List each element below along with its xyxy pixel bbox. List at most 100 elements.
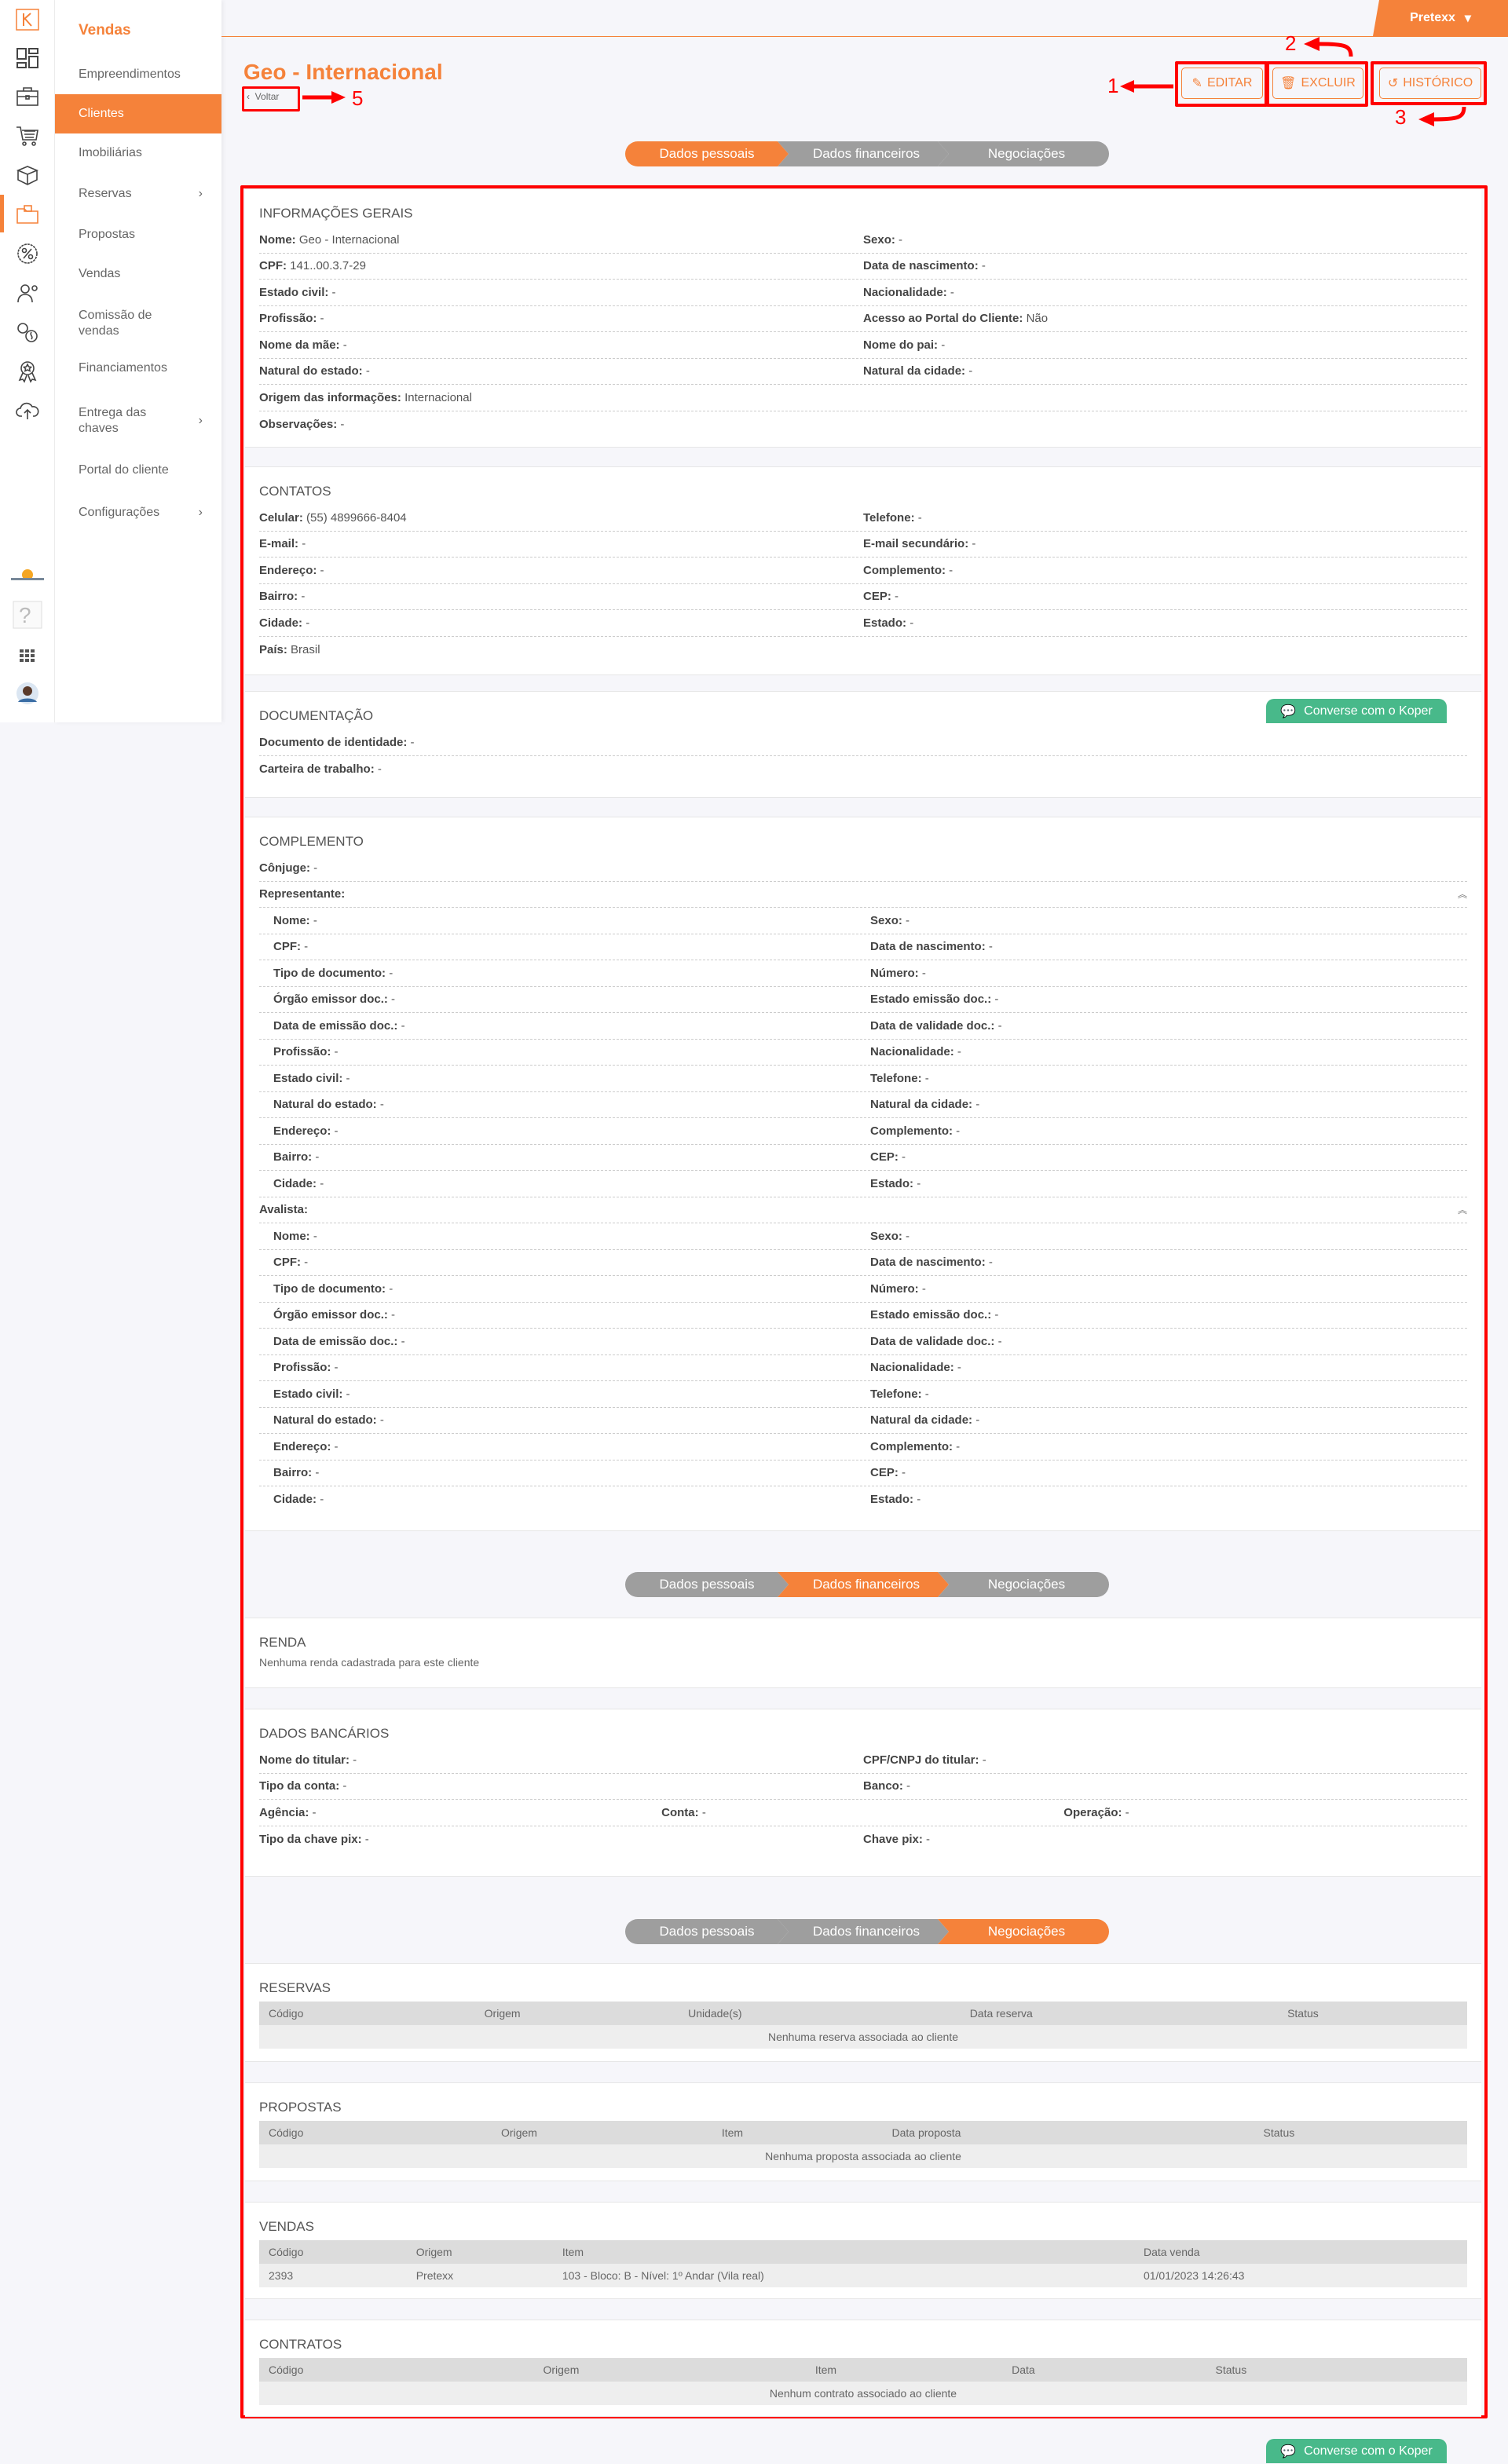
sidebar-item[interactable]: Portal do cliente <box>55 462 221 479</box>
field-value: Não <box>1026 312 1049 326</box>
history-icon: ↺ <box>1387 77 1399 90</box>
field: Observações: - <box>259 418 863 431</box>
delete-button[interactable]: 🗑 EXCLUIR <box>1272 68 1363 99</box>
history-label: HISTÓRICO <box>1403 76 1473 90</box>
sidebar-item[interactable]: Vendas <box>55 265 221 283</box>
sidebar-item[interactable]: Imobiliárias <box>55 144 221 162</box>
apps-grid-icon[interactable] <box>13 641 42 671</box>
field: Banco: - <box>863 1779 1467 1793</box>
field-value: - <box>956 1439 961 1453</box>
field-value: - <box>379 1098 384 1112</box>
field-row: CPF: 141..00.3.7-29 Data de nascimento: - <box>259 254 1467 280</box>
sidebar-item[interactable]: Clientes <box>55 94 221 133</box>
field-value: - <box>982 1753 986 1767</box>
field-label: Origem das informações: <box>259 390 401 404</box>
help-icon[interactable]: ? <box>13 600 42 630</box>
field-label: Nome: <box>259 232 296 247</box>
sidebar-item[interactable]: Entrega das chaves › <box>55 402 221 440</box>
engineer-icon[interactable] <box>13 278 42 308</box>
field-label: CEP: <box>870 1466 899 1480</box>
tab-personal[interactable]: Dados pessoais <box>625 1919 789 1944</box>
chevron-double-up-icon[interactable]: ︽ <box>1457 1205 1467 1216</box>
field-value: - <box>320 1493 324 1507</box>
boxes-icon[interactable] <box>13 160 42 190</box>
tab-negotiations[interactable]: Negociações <box>938 141 1109 166</box>
field: Estado civil: - <box>273 1387 870 1401</box>
field-row: Profissão: - Acesso ao Portal do Cliente:… <box>259 306 1467 332</box>
cart-icon[interactable] <box>13 121 42 151</box>
user-avatar[interactable] <box>13 678 42 708</box>
tab-financial[interactable]: Dados financeiros <box>778 1919 949 1944</box>
briefcase-icon[interactable] <box>13 82 42 112</box>
tab-personal[interactable]: Dados pessoais <box>625 1572 789 1597</box>
sidebar-item[interactable]: Propostas <box>55 226 221 243</box>
dashboard-icon[interactable] <box>13 44 42 74</box>
section-title: CONTATOS <box>259 484 331 499</box>
sidebar-item[interactable]: Comissão de vendas <box>55 305 221 342</box>
tab-financial[interactable]: Dados financeiros <box>778 1572 949 1597</box>
column-header: Item <box>562 2246 584 2258</box>
sidebar-item[interactable]: Empreendimentos <box>55 66 221 83</box>
table-row[interactable]: 2393 Pretexx 103 - Bloco: B - Nível: 1º An… <box>259 2264 1467 2287</box>
folder-money-icon[interactable] <box>13 199 42 229</box>
edit-button[interactable]: ✎ EDITAR <box>1181 68 1263 99</box>
sidebar-item-label: Portal do cliente <box>79 463 169 477</box>
field-row: Tipo da conta: - Banco: - <box>259 1774 1467 1800</box>
field: Tipo da chave pix: - <box>259 1833 863 1846</box>
cloud-upload-icon[interactable] <box>13 396 42 426</box>
field: Nome: Geo - Internacional <box>259 233 863 247</box>
chat-koper-button[interactable]: 💬 Converse com o Koper <box>1266 699 1447 723</box>
field-value: - <box>921 966 926 980</box>
field-row: CPF: - Data de nascimento: - <box>259 1250 1467 1276</box>
tab-negotiations[interactable]: Negociações <box>938 1919 1109 1944</box>
sidebar-item[interactable]: Configurações › <box>55 504 221 521</box>
field-row: Natural do estado: - Natural da cidade: - <box>259 1092 1467 1118</box>
field: Natural do estado: - <box>273 1098 870 1111</box>
field-label: Cidade: <box>273 1176 317 1190</box>
section-title: DOCUMENTAÇÃO <box>259 708 374 723</box>
field-value: - <box>379 1413 384 1428</box>
field-label: Natural do estado: <box>273 1413 377 1428</box>
field-value: - <box>320 563 324 577</box>
percent-icon[interactable] <box>13 239 42 269</box>
field-label: Nome do pai: <box>863 338 939 352</box>
tab-negotiations[interactable]: Negociações <box>938 1572 1109 1597</box>
field-row: Natural do estado: - Natural da cidade: - <box>259 359 1467 385</box>
field-row: Tipo da chave pix: - Chave pix: - <box>259 1826 1467 1853</box>
field: Data de emissão doc.: - <box>273 1019 870 1033</box>
field: Profissão: - <box>273 1045 870 1058</box>
chevron-double-up-icon[interactable]: ︽ <box>1457 889 1467 901</box>
tab-personal[interactable]: Dados pessoais <box>625 141 789 166</box>
back-link[interactable]: ‹ Voltar <box>247 91 279 102</box>
history-button[interactable]: ↺ HISTÓRICO <box>1379 68 1481 99</box>
sidebar-item-label: Empreendimentos <box>79 68 181 81</box>
section-title: VENDAS <box>259 2219 314 2234</box>
group-label: Representante: <box>259 887 346 901</box>
empty-message: Nenhuma reserva associada ao cliente <box>259 2025 1467 2049</box>
data-table: Código Origem Item Data venda 2393 Pretexx 103… <box>259 2240 1467 2287</box>
field-value: - <box>957 1045 961 1059</box>
award-icon[interactable] <box>13 356 42 386</box>
column-header: Status <box>1287 2007 1319 2020</box>
tab-financial[interactable]: Dados financeiros <box>778 141 949 166</box>
pencil-icon: ✎ <box>1191 77 1202 90</box>
field-label: CPF: <box>259 259 287 273</box>
field-value: - <box>972 537 976 551</box>
column-header: Código <box>269 2126 304 2139</box>
field-value: - <box>997 1018 1002 1033</box>
section-reservas: RESERVAS Código Origem Unidade(s) Data reser… <box>245 1963 1481 2062</box>
column-header: Código <box>269 2246 304 2258</box>
users-fire-icon[interactable] <box>13 317 42 347</box>
field-label: Complemento: <box>870 1124 953 1138</box>
field-value: - <box>997 1334 1002 1348</box>
account-dropdown[interactable]: Pretexx ▾ <box>1373 0 1508 36</box>
field: Data de nascimento: - <box>863 259 1467 272</box>
sidebar-item[interactable]: Financiamentos <box>55 360 221 377</box>
logo-k-icon[interactable] <box>13 5 42 35</box>
table-cell: Pretexx <box>415 2269 454 2282</box>
chat-koper-button[interactable]: 💬 Converse com o Koper <box>1266 2439 1447 2463</box>
sidebar-item[interactable]: Reservas › <box>55 185 221 203</box>
field: Número: - <box>870 967 1467 980</box>
field-row: Nome: - Sexo: - <box>259 908 1467 934</box>
field-label: Natural da cidade: <box>863 364 966 378</box>
